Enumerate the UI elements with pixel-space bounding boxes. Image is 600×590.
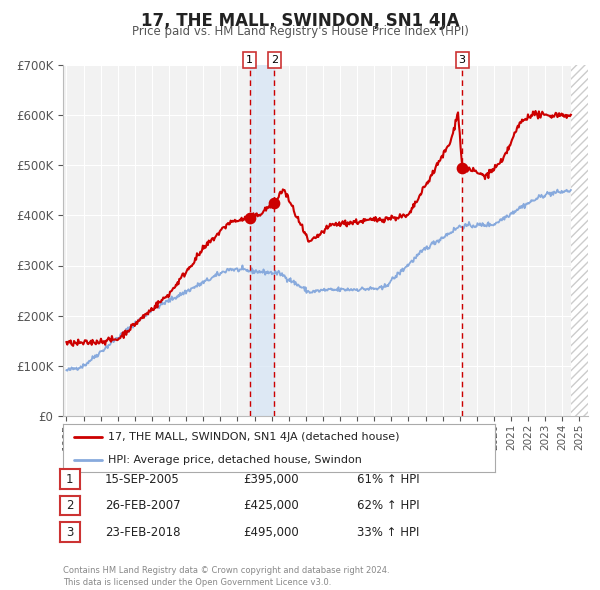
Text: 3: 3 (66, 526, 74, 539)
Text: 61% ↑ HPI: 61% ↑ HPI (357, 473, 419, 486)
Text: 2: 2 (271, 55, 278, 65)
Text: £495,000: £495,000 (243, 526, 299, 539)
Text: 23-FEB-2018: 23-FEB-2018 (105, 526, 181, 539)
Point (457, 163, 467, 172)
Text: 1: 1 (246, 55, 253, 65)
Text: 62% ↑ HPI: 62% ↑ HPI (357, 499, 419, 512)
Text: 1: 1 (66, 473, 74, 486)
Text: HPI: Average price, detached house, Swindon: HPI: Average price, detached house, Swin… (109, 455, 362, 465)
Text: Contains HM Land Registry data © Crown copyright and database right 2024.
This d: Contains HM Land Registry data © Crown c… (63, 566, 389, 587)
Point (245, 213, 254, 222)
Text: 3: 3 (458, 55, 466, 65)
Text: 17, THE MALL, SWINDON, SN1 4JA (detached house): 17, THE MALL, SWINDON, SN1 4JA (detached… (109, 432, 400, 442)
Text: 26-FEB-2007: 26-FEB-2007 (105, 499, 181, 512)
Text: 17, THE MALL, SWINDON, SN1 4JA: 17, THE MALL, SWINDON, SN1 4JA (141, 12, 459, 30)
Text: 33% ↑ HPI: 33% ↑ HPI (357, 526, 419, 539)
Text: 2: 2 (66, 499, 74, 512)
Text: £425,000: £425,000 (243, 499, 299, 512)
Bar (250, 65, 274, 416)
Text: 15-SEP-2005: 15-SEP-2005 (105, 473, 180, 486)
Text: £395,000: £395,000 (243, 473, 299, 486)
Text: Price paid vs. HM Land Registry's House Price Index (HPI): Price paid vs. HM Land Registry's House … (131, 25, 469, 38)
Point (269, 198, 279, 208)
